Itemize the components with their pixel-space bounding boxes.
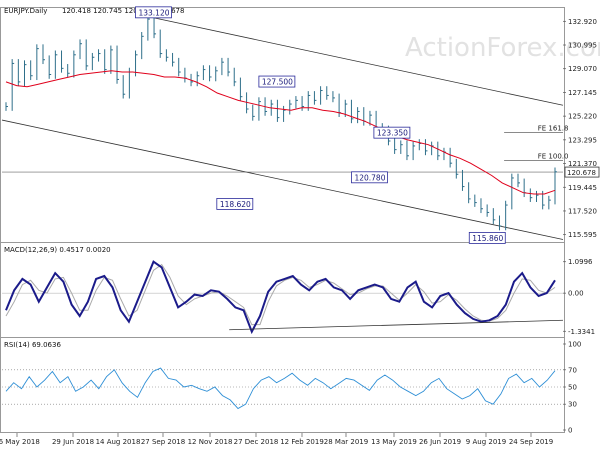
macd-line: [5, 260, 556, 335]
x-axis-label: 24 Sep 2019: [509, 438, 553, 446]
price-layer: FE 161.8 FE 100.0 133.120 127.500 118.620 123…: [1, 6, 569, 244]
price-axis-label: 117.520: [568, 207, 597, 215]
price-panel-title: EURJPY.Daily: [4, 7, 47, 15]
last-price-label: 120.678: [567, 169, 596, 177]
channel-upper-line: [136, 13, 564, 106]
rsi-panel-frame: [0, 337, 565, 433]
rsi-axis-label: 70: [568, 366, 577, 374]
x-axis-label: 16 May 2018: [0, 438, 40, 446]
price-annotation-box: [351, 171, 388, 184]
price-axis-label: 125.220: [568, 113, 597, 121]
moving-average-line: [5, 70, 556, 195]
x-axis-label: 13 May 2019: [371, 438, 417, 446]
watermark: ActionForex.com: [405, 33, 600, 63]
rsi-layer: [2, 367, 563, 410]
price-axis-label: 119.445: [568, 184, 597, 192]
x-axis-label: 28 Mar 2019: [324, 438, 368, 446]
fib-label: FE 161.8: [538, 124, 569, 132]
macd-axis-label: 1.0996: [568, 258, 593, 266]
channel-lower-line: [1, 119, 564, 240]
macd-axis-label: 0.00: [568, 290, 584, 298]
price-annotation-box: [373, 126, 411, 139]
macd-axis-label: -1.3341: [568, 328, 595, 336]
axis-layer: 132.920 130.995 129.070 127.145 125.220 123.2…: [0, 18, 600, 446]
macd-trendline: [229, 319, 564, 331]
price-annotation-label: 133.120: [138, 8, 169, 17]
price-annotation-label: 123.350: [377, 129, 408, 138]
rsi-axis-label: 0: [568, 427, 572, 435]
x-axis-label: 12 Nov 2018: [188, 438, 233, 446]
macd-signal-line: [5, 263, 556, 326]
price-axis-label: 127.145: [568, 89, 597, 97]
rsi-line: [5, 367, 556, 410]
rsi-axis-label: 100: [568, 341, 581, 349]
rsi-panel-title: RSI(14) 69.0636: [4, 341, 61, 349]
price-axis-label: 121.370: [568, 160, 597, 168]
x-axis-label: 27 Sep 2018: [141, 438, 185, 446]
fib-label: FE 100.0: [538, 153, 569, 161]
ohlc-header: 120.418 120.745 120.332 120.678: [62, 7, 184, 15]
price-annotation-label: 120.780: [354, 173, 385, 182]
x-axis-label: 26 Jun 2019: [419, 438, 461, 446]
rsi-axis-label: 30: [568, 401, 577, 409]
price-axis-label: 115.595: [568, 231, 597, 239]
price-annotation-box: [258, 75, 296, 88]
price-annotation-label: 118.620: [220, 200, 251, 209]
price-axis-label: 123.295: [568, 136, 597, 144]
x-axis-label: 14 Aug 2018: [96, 438, 141, 446]
last-price-box: [564, 166, 600, 178]
macd-panel-frame: [0, 242, 565, 338]
macd-panel-title: MACD(12,26,9) 0.4517 0.0020: [4, 246, 111, 254]
price-annotation-box: [468, 232, 506, 244]
price-annotation-label: 127.500: [262, 78, 293, 87]
macd-layer: [2, 260, 564, 335]
price-annotation-box: [135, 6, 172, 19]
x-axis-label: 27 Dec 2018: [234, 438, 279, 446]
price-annotation-label: 115.860: [472, 234, 503, 243]
x-axis-label: 29 Jun 2018: [52, 438, 94, 446]
rsi-axis-label: 50: [568, 384, 577, 392]
x-axis-label: 9 Aug 2019: [466, 438, 506, 446]
x-axis-label: 12 Feb 2019: [280, 438, 324, 446]
price-axis-label: 132.920: [568, 18, 597, 26]
price-annotation-box: [216, 198, 254, 210]
price-axis-label: 130.995: [568, 42, 597, 50]
price-axis-label: 129.070: [568, 65, 597, 73]
